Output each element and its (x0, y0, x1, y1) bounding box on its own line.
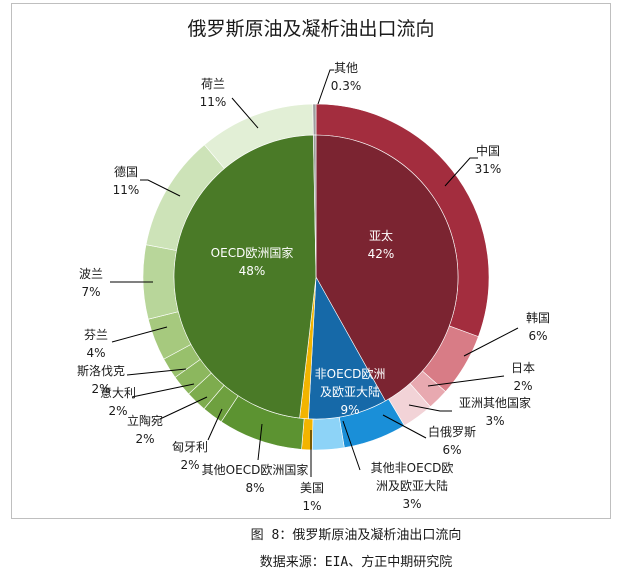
leader-line-16 (317, 69, 334, 105)
outer-label-3: 亚洲其他国家 3% (459, 395, 531, 428)
leader-line-10 (131, 383, 195, 398)
outer-slice-5 (311, 416, 345, 451)
chart-title: 俄罗斯原油及凝析油出口流向 (187, 18, 435, 40)
leader-line-7 (257, 423, 263, 461)
leader-line-0 (444, 157, 478, 187)
outer-label-0: 中国 31% (475, 143, 502, 176)
outer-label-1: 韩国 6% (526, 310, 550, 343)
inner-pie (173, 134, 459, 420)
leader-line-12 (111, 326, 168, 343)
leader-line-2 (427, 375, 505, 387)
outer-label-8: 匈牙利 2% (172, 440, 208, 472)
outer-label-6: 美国 1% (300, 481, 324, 513)
inner-label-3: OECD欧洲国家 48% (211, 245, 294, 278)
outer-label-12: 芬兰 4% (84, 328, 108, 360)
outer-label-14: 德国 11% (113, 164, 140, 197)
leader-line-4 (382, 414, 427, 439)
donut-chart: 亚太 42% 非OECD欧洲及欧亚大陆 9% OECD欧洲国家 48% 中国 31% 韩国 6%… (77, 61, 550, 513)
leader-line-5 (342, 420, 361, 471)
outer-label-7: 其他OECD欧洲国家 8% (202, 462, 309, 495)
leader-line-14 (140, 179, 181, 197)
figure-caption: 图 8：俄罗斯原油及凝析油出口流向 (250, 528, 462, 543)
outer-label-15: 荷兰 11% (200, 77, 227, 109)
inner-label-0: 亚太 42% (368, 228, 395, 261)
outer-label-16: 其他 0.3% (331, 61, 362, 93)
leader-line-8 (207, 408, 223, 441)
caption: 图 8：俄罗斯原油及凝析油出口流向 数据来源：EIA、方正中期研究院 (0, 522, 624, 576)
outer-label-9: 立陶宛 2% (127, 413, 163, 446)
leader-line-11 (126, 368, 187, 376)
outer-label-13: 波兰 7% (79, 267, 103, 299)
outer-labels: 中国 31% 韩国 6% 日本 2%亚洲其他国家 3%白俄罗斯 6% 其他非OECD欧洲及欧亚大… (77, 61, 550, 513)
inner-slice-4 (313, 134, 317, 278)
leader-line-9 (159, 396, 208, 420)
inner-slice-0 (315, 134, 459, 402)
outer-label-4: 白俄罗斯 6% (428, 424, 476, 457)
inner-labels: 亚太 42% 非OECD欧洲及欧亚大陆 9% OECD欧洲国家 48% (211, 228, 395, 417)
outer-label-10: 意大利 2% (100, 385, 136, 418)
outer-slice-16 (312, 103, 317, 136)
leader-line-3 (408, 404, 452, 412)
leader-line-15 (231, 97, 259, 129)
inner-label-1: 非OECD欧洲及欧亚大陆 9% (315, 367, 386, 417)
outer-label-2: 日本 2% (511, 361, 535, 393)
source-caption: 数据来源：EIA、方正中期研究院 (259, 555, 453, 570)
leader-line-1 (463, 327, 519, 357)
inner-slice-1 (308, 275, 386, 420)
inner-slice-3 (173, 134, 317, 419)
outer-label-5: 其他非OECD欧洲及欧亚大陆 3% (371, 461, 454, 511)
outer-label-11: 斯洛伐克 2% (77, 363, 125, 396)
